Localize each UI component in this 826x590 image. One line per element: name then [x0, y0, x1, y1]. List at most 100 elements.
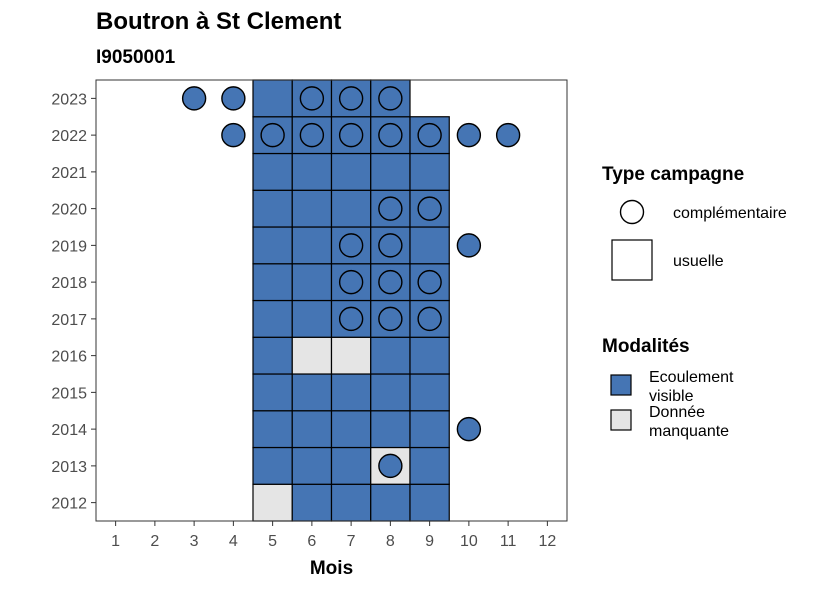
cell-2017-5 [252, 299, 293, 338]
circle-2019-8 [378, 233, 403, 258]
cell-2012-7 [330, 483, 372, 522]
circles-layer [181, 86, 521, 479]
cell-2021-5 [252, 152, 293, 191]
cell-2021-6 [291, 152, 333, 191]
circle-2020-8 [378, 196, 403, 221]
cell-2015-5 [252, 373, 293, 412]
legend-key-square [611, 239, 653, 281]
cells-layer [252, 79, 450, 522]
panel-border [95, 79, 568, 522]
x-tick-label: 4 [229, 533, 238, 550]
cell-2012-6 [291, 483, 333, 522]
circle-2022-6 [299, 122, 325, 148]
legend-key-swatch [610, 374, 632, 396]
y-tick-label: 2023 [51, 91, 87, 108]
chart-subtitle: I9050001 [96, 47, 176, 68]
cell-2021-8 [370, 152, 411, 191]
chart-title: Boutron à St Clement [96, 8, 341, 35]
y-tick-label: 2020 [51, 202, 87, 219]
cell-2012-8 [370, 483, 411, 522]
x-axis: 1 2 3 4 5 6 7 8 9 10 11 12 [111, 521, 556, 550]
cell-2016-8 [370, 336, 411, 375]
cell-2014-9 [409, 410, 450, 449]
circle-2018-9 [417, 269, 442, 295]
cell-2013-9 [409, 446, 450, 485]
x-tick-label: 6 [307, 533, 316, 550]
legend-label: complémentaire [673, 205, 787, 222]
circle-2022-5 [260, 122, 285, 148]
circle-2017-7 [338, 306, 364, 332]
circle-2019-10 [456, 233, 482, 258]
cell-2016-7 [330, 336, 372, 375]
cell-2020-5 [252, 189, 293, 228]
x-tick-label: 8 [386, 533, 395, 550]
legend-label: Donnée manquante [649, 404, 729, 440]
circle-2023-4 [221, 86, 246, 111]
circle-2017-9 [417, 306, 442, 332]
x-tick-label: 3 [190, 533, 199, 550]
y-tick-label: 2016 [51, 349, 87, 366]
y-axis: 2012 2013 2014 2015 2016 2017 2018 2019 2020 2021… [51, 91, 96, 513]
cell-2015-7 [330, 373, 372, 412]
cell-2017-6 [291, 299, 333, 338]
cell-2021-9 [409, 152, 450, 191]
cell-2019-9 [409, 226, 450, 265]
circle-2022-10 [456, 122, 482, 148]
x-tick-label: 2 [150, 533, 159, 550]
legend-title-modalites: Modalités [602, 336, 690, 357]
y-tick-label: 2017 [51, 312, 87, 329]
y-tick-label: 2013 [51, 459, 87, 476]
cell-2015-9 [409, 373, 450, 412]
circle-2022-7 [338, 122, 364, 148]
cell-2016-5 [252, 336, 293, 375]
y-tick-label: 2015 [51, 385, 87, 402]
y-tick-label: 2014 [51, 422, 87, 439]
circle-2018-7 [338, 269, 364, 295]
cell-2013-7 [330, 446, 372, 485]
cell-2015-6 [291, 373, 333, 412]
legend-title-type: Type campagne [602, 164, 744, 185]
circle-2020-9 [417, 196, 442, 221]
circle-2023-3 [181, 86, 207, 111]
circle-2018-8 [378, 269, 403, 295]
cell-2013-6 [291, 446, 333, 485]
cell-2014-6 [291, 410, 333, 449]
x-tick-label: 9 [425, 533, 434, 550]
x-axis-title: Mois [310, 558, 353, 579]
y-tick-label: 2022 [51, 128, 87, 145]
circle-2023-7 [338, 86, 364, 111]
cell-2012-5 [252, 483, 293, 522]
cell-2012-9 [409, 483, 450, 522]
y-tick-label: 2018 [51, 275, 87, 292]
legend-key-swatch [610, 409, 632, 431]
cell-2019-5 [252, 226, 293, 265]
cell-2015-8 [370, 373, 411, 412]
x-tick-label: 12 [538, 533, 556, 550]
circle-2022-4 [221, 122, 246, 148]
circle-2019-7 [338, 233, 364, 258]
cell-2021-7 [330, 152, 372, 191]
x-tick-label: 7 [347, 533, 356, 550]
cell-2016-6 [291, 336, 333, 375]
circle-2023-6 [299, 86, 325, 111]
circle-2022-9 [417, 122, 442, 148]
circle-2017-8 [378, 306, 403, 332]
cell-2020-7 [330, 189, 372, 228]
y-tick-label: 2021 [51, 165, 87, 182]
cell-2020-6 [291, 189, 333, 228]
x-tick-label: 1 [111, 533, 120, 550]
y-tick-label: 2019 [51, 238, 87, 255]
circle-2022-11 [495, 122, 521, 148]
cell-2014-5 [252, 410, 293, 449]
cell-2018-5 [252, 263, 293, 302]
legend: Type campagne complémentaire usuelle Modali… [602, 164, 787, 440]
x-tick-label: 10 [460, 533, 478, 550]
circle-2013-8 [378, 453, 403, 479]
x-tick-label: 11 [500, 533, 517, 550]
circle-2022-8 [378, 122, 403, 148]
cell-2013-5 [252, 446, 293, 485]
legend-label: usuelle [673, 253, 724, 270]
x-tick-label: 5 [268, 533, 277, 550]
legend-label: Ecoulement visible [649, 369, 734, 405]
